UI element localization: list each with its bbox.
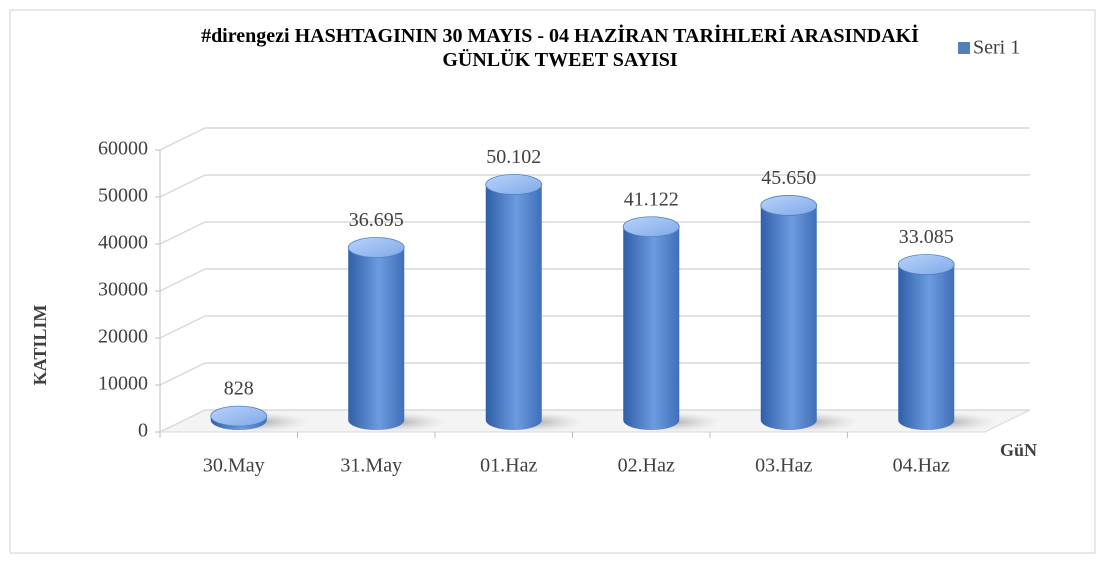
grid-line (159, 409, 1030, 433)
x-tick-label: 01.Haz (480, 455, 537, 477)
bar-top (485, 174, 543, 195)
grid-line (159, 362, 1030, 386)
chart-title: #direngezi HASHTAGININ 30 MAYIS - 04 HAZ… (201, 25, 919, 71)
y-tick-label: 50000 (98, 185, 148, 207)
y-axis-label: KATILIM (30, 305, 50, 386)
x-tick-label: 31.May (340, 455, 402, 477)
y-tick-label: 60000 (98, 138, 148, 160)
bar (623, 226, 680, 430)
x-tick-label: 03.Haz (755, 455, 812, 477)
x-tick-label: 02.Haz (618, 455, 675, 477)
data-label: 41.122 (624, 188, 679, 210)
y-tick-label: 0 (138, 420, 148, 442)
bar-top (897, 254, 955, 275)
grid-line (159, 174, 1030, 198)
x-axis-label: GüN (1000, 440, 1037, 460)
x-tick-label: 04.Haz (893, 455, 950, 477)
bar-top (622, 216, 680, 238)
legend-swatch (958, 42, 970, 54)
y-tick-label: 30000 (98, 279, 148, 301)
grid-line (159, 315, 1030, 339)
data-label: 50.102 (486, 146, 541, 168)
bar (485, 184, 542, 430)
bar (760, 205, 817, 430)
grid-line (159, 127, 1030, 151)
bar-top (347, 237, 405, 258)
bar-top (210, 405, 268, 427)
y-tick-label: 10000 (98, 373, 148, 395)
chart-border (9, 9, 1096, 554)
data-label: 33.085 (899, 226, 954, 248)
data-label: 828 (224, 378, 254, 400)
bar-top (760, 195, 818, 216)
x-tick-label: 30.May (203, 455, 265, 477)
legend-label: Seri 1 (973, 37, 1020, 59)
bar (898, 264, 955, 430)
y-tick-label: 20000 (98, 326, 148, 348)
bar (348, 247, 405, 430)
grid-line (159, 221, 1030, 245)
data-label: 45.650 (761, 167, 816, 189)
data-label: 36.695 (349, 209, 404, 231)
y-tick-label: 40000 (98, 232, 148, 254)
grid-line (159, 268, 1030, 292)
